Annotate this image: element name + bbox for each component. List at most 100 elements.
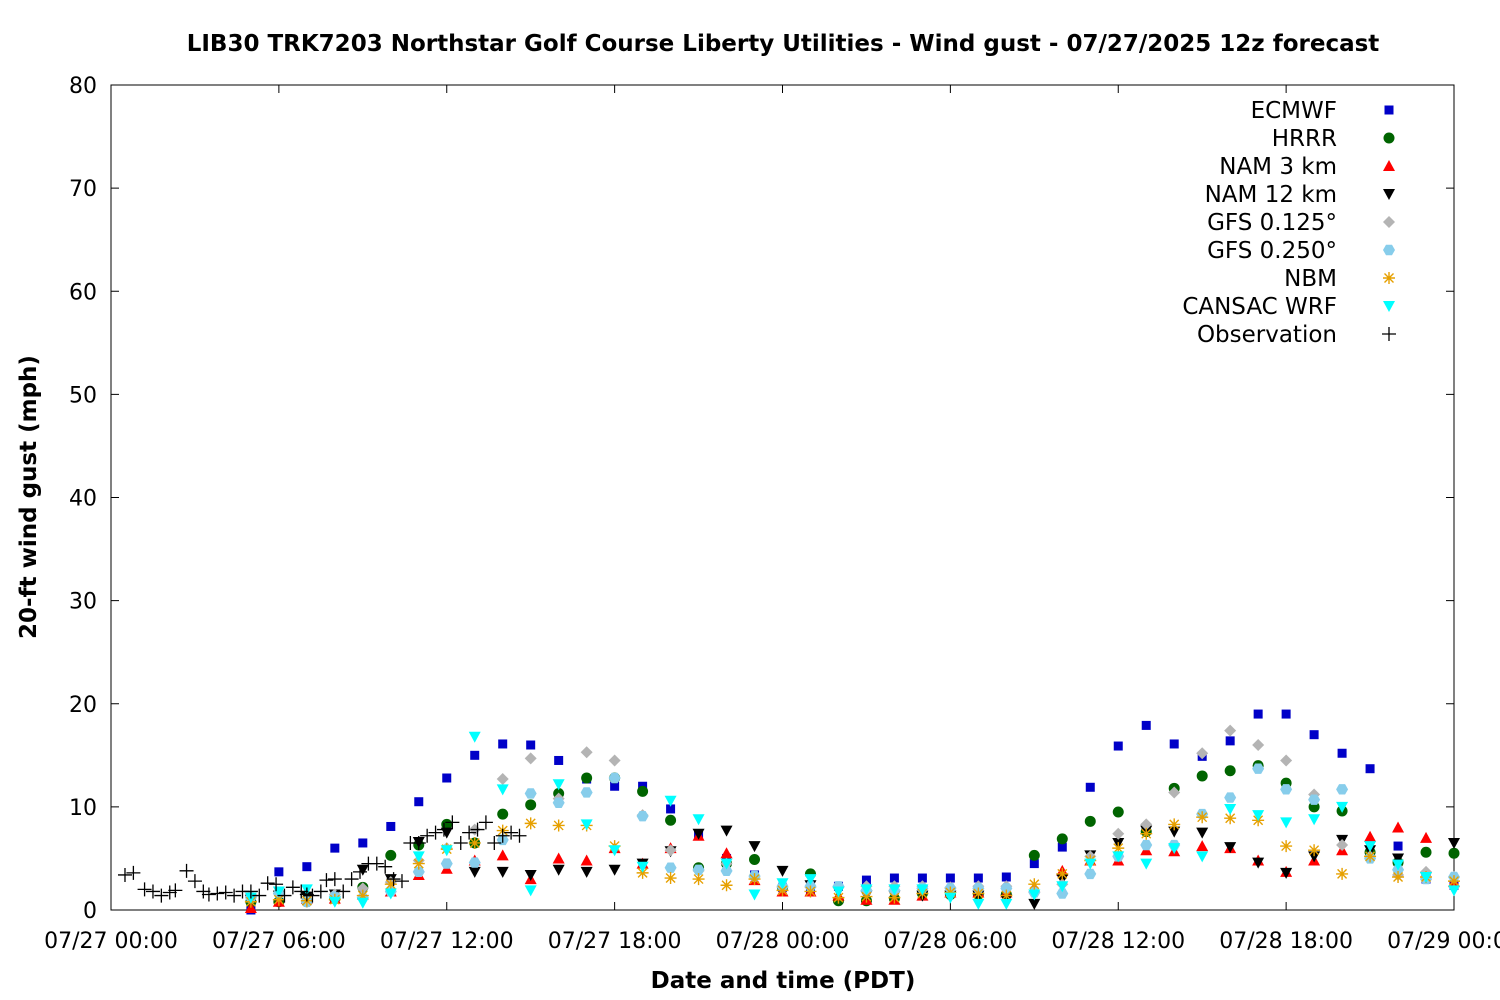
data-point [664,872,677,885]
data-point [344,872,359,887]
data-point [720,858,733,870]
data-point [972,898,985,910]
series-gfs-0-125- [244,724,1460,907]
legend-marker [1383,272,1395,284]
data-point [496,866,509,878]
data-point [356,889,369,902]
data-point [1140,858,1153,870]
data-point [524,752,537,765]
data-point [1448,837,1460,849]
legend-marker [1383,189,1395,200]
data-point [394,874,409,889]
data-point [973,873,983,883]
y-tick-label: 60 [69,280,97,305]
data-point [299,887,314,902]
data-point [1365,764,1375,774]
data-point [1168,826,1181,838]
data-point [1000,883,1013,894]
data-point [277,888,292,903]
data-point [496,849,509,861]
data-point [552,852,565,864]
data-point [468,731,481,743]
data-point [860,890,873,903]
data-point [269,877,284,892]
data-point [552,819,565,832]
data-point [1057,842,1067,852]
data-point [552,797,565,808]
data-point [445,815,460,830]
x-axis-label: Date and time (PDT) [651,968,916,994]
data-point [187,874,202,889]
data-point [496,784,509,796]
data-point [420,828,435,843]
y-tick-label: 30 [69,590,97,615]
data-point [524,869,537,881]
data-point [252,888,267,903]
data-point [580,819,593,831]
data-point [196,884,211,899]
data-point [1337,748,1347,758]
data-point [917,873,927,883]
data-point [580,787,593,798]
data-point [137,882,152,897]
legend-label: GFS 0.250° [1207,238,1337,264]
data-point [1028,849,1040,861]
data-point [1364,850,1377,863]
data-point [497,808,509,820]
data-point [302,862,312,872]
data-point [554,755,564,765]
data-point [1281,709,1291,719]
data-point [580,746,593,759]
data-point [1448,875,1460,888]
data-point [1225,736,1235,746]
data-point [1056,833,1068,845]
data-point [945,873,955,883]
y-tick-label: 20 [69,693,97,718]
data-point [860,884,873,896]
data-point [179,863,194,878]
data-point [218,885,233,900]
legend-marker [1384,105,1394,115]
data-point [692,873,705,886]
data-point [1448,847,1460,859]
data-point [1336,867,1349,880]
legend-marker [1383,160,1395,171]
data-point [305,888,320,903]
data-point [1112,827,1125,840]
chart-title: LIB30 TRK7203 Northstar Golf Course Libe… [187,31,1380,57]
y-axis: 0 10 20 30 40 50 60 70 80 [69,74,1454,924]
data-point [328,896,341,908]
data-point [1168,843,1181,855]
data-point [525,799,537,811]
plot-frame [110,84,1455,911]
data-point [1393,841,1403,851]
data-point [916,884,929,896]
data-point [889,873,899,883]
y-tick-label: 40 [69,487,97,512]
data-point [637,785,649,797]
data-point [1000,889,1013,902]
data-point [748,841,761,853]
data-point [580,866,593,878]
data-point [832,886,845,898]
data-point [378,859,393,874]
data-point [1224,765,1236,777]
data-point [1308,814,1321,826]
data-point [496,773,509,786]
data-point [436,822,451,837]
data-point [1056,881,1069,893]
data-point [524,885,537,897]
data-point [313,884,328,899]
legend-label: NBM [1284,266,1337,292]
data-point [749,853,761,865]
data-point [385,849,397,861]
data-point [1308,844,1321,857]
data-point [526,740,536,750]
data-point [692,828,705,840]
data-point [1252,857,1265,869]
data-point [1252,810,1265,822]
data-point [154,888,169,903]
data-point [1280,754,1293,767]
legend-marker [1382,327,1396,341]
